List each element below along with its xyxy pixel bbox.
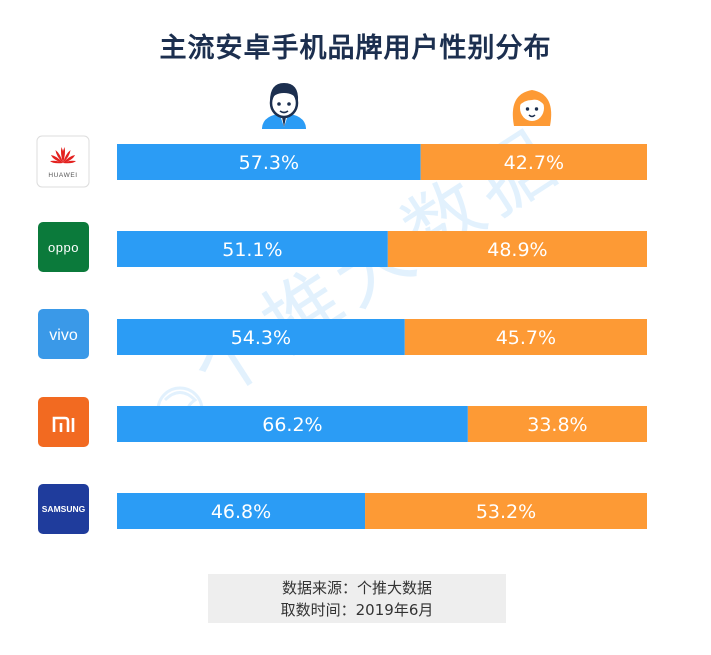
female-percent-label: 48.9% (487, 239, 547, 261)
vivo-logo: vivo (38, 309, 89, 359)
female-percent-label: 33.8% (527, 414, 587, 436)
chart-title: 主流安卓手机品牌用户性别分布 (159, 33, 552, 64)
samsung-logo: SAMSUNG (38, 484, 89, 534)
oppo-logo: oppo (38, 222, 89, 272)
source-box: 数据来源：个推大数据 取数时间：2019年6月 (208, 574, 506, 623)
female-bar (387, 231, 647, 267)
male-bar (117, 144, 421, 180)
mi-logo (38, 397, 89, 447)
female-bar (404, 319, 647, 355)
male-bar (117, 319, 405, 355)
male-percent-label: 57.3% (239, 152, 299, 174)
svg-text:vivo: vivo (49, 327, 78, 344)
huawei-logo: HUAWEI (36, 135, 90, 188)
male-percent-label: 51.1% (222, 239, 282, 261)
female-bar (365, 493, 647, 529)
svg-text:HUAWEI: HUAWEI (48, 172, 77, 179)
svg-text:oppo: oppo (48, 240, 79, 255)
male-bar (117, 231, 388, 267)
male-bar (117, 406, 468, 442)
huawei-petals-icon (50, 147, 76, 164)
source-line: 数据来源：个推大数据 (281, 579, 432, 597)
male-bar (117, 493, 366, 529)
date-line: 取数时间：2019年6月 (280, 601, 434, 619)
male-percent-label: 46.8% (211, 501, 271, 523)
female-avatar-icon (512, 90, 552, 126)
male-avatar-icon (262, 83, 306, 129)
female-bar (467, 406, 647, 442)
svg-text:SAMSUNG: SAMSUNG (42, 504, 86, 514)
female-percent-label: 42.7% (504, 152, 564, 174)
female-percent-label: 45.7% (496, 327, 556, 349)
male-percent-label: 54.3% (231, 327, 291, 349)
female-bar (420, 144, 647, 180)
female-percent-label: 53.2% (476, 501, 536, 523)
mi-glyph-icon (52, 416, 75, 432)
bar-plot-area: 57.3% 42.7% 51.1% 48.9% 54.3% 45.7% 66.2% 33.8%… (117, 144, 647, 529)
male-percent-label: 66.2% (262, 414, 322, 436)
